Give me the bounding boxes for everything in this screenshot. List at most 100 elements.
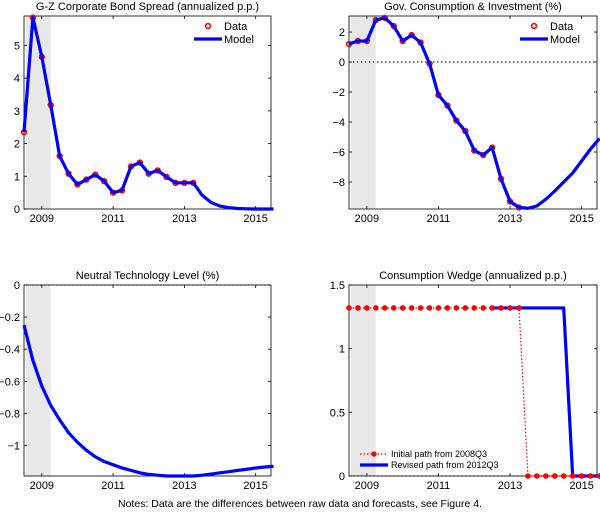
data-point [346,305,352,311]
data-point [399,305,406,311]
data-point [408,305,415,311]
data-point [426,305,433,311]
x-tick-label: 2015 [243,480,267,492]
series-group [22,324,274,478]
y-tick-label: 1.5 [330,280,345,292]
panel-4: Consumption Wedge (annualized p.p.) 2009 2… [330,270,600,492]
data-point [551,473,558,479]
legend-label: Revised path from 2012Q3 [391,460,499,470]
legend-label: Model [550,34,580,46]
x-tick-label: 2009 [30,480,54,492]
panel-title: Gov. Consumption & Investment (%) [384,1,562,13]
series-line-model [22,16,274,211]
series-line-model [22,324,274,478]
data-point [516,305,522,311]
data-point [596,473,600,479]
x-tick-label: 2013 [172,213,196,225]
y-tick-label: −0.8 [0,408,20,420]
y-tick-label: 2 [339,27,345,39]
y-tick-label: −8 [332,177,345,189]
y-tick-label: −0.4 [0,344,20,356]
x-tick-label: 2009 [30,213,54,225]
y-tick-label: 2 [14,139,20,151]
x-tick-label: 2015 [569,213,593,225]
series-group [345,14,600,211]
data-point [525,473,531,479]
legend-label: Model [224,34,254,46]
y-tick-label: 0 [14,204,20,216]
y-tick-label: −6 [332,147,345,159]
data-point [417,305,424,311]
legend-label: Data [224,21,248,33]
y-tick-label: 0 [339,57,345,69]
x-tick-label: 2013 [172,480,196,492]
y-tick-label: 4 [14,73,20,85]
x-tick-label: 2011 [101,480,125,492]
data-point [489,305,495,311]
panel-3: Neutral Technology Level (%) 2009 2011 2013… [0,270,274,492]
data-point [587,473,594,479]
series-line-revised-path-from-2012q3 [492,306,600,478]
recession-shade [350,16,376,209]
footnote: Notes: Data are the differences between … [117,498,482,510]
y-tick-label: 0 [339,471,345,483]
y-tick-label: 1 [14,171,20,183]
legend-marker-data [530,22,538,30]
y-tick-label: 1 [339,344,345,356]
x-tick-label: 2015 [569,480,593,492]
data-point [534,473,540,479]
y-tick-label: 5 [14,40,20,52]
data-point [390,305,397,311]
y-tick-label: −0.6 [0,376,20,388]
x-tick-label: 2013 [498,480,522,492]
axes-box [348,284,598,477]
panel-2: Gov. Consumption & Investment (%) 2009 201… [332,1,600,225]
legend-label: Data [550,21,574,33]
data-point [543,473,549,479]
series-line-initial-path-from-2008q3 [349,307,600,477]
recession-shade [350,285,376,476]
x-tick-label: 2011 [427,213,451,225]
data-point [560,473,567,479]
panel-1: G-Z Corporate Bond Spread (annualized p.… [14,1,274,225]
x-tick-label: 2013 [498,213,522,225]
series-line-model [348,16,600,210]
series-group [346,305,600,479]
y-tick-label: 3 [14,106,20,118]
series-group [20,14,274,211]
data-point [453,305,460,311]
panel-title: Consumption Wedge (annualized p.p.) [379,270,567,282]
data-point [462,305,469,311]
data-point [381,305,388,311]
legend-marker-data [204,22,212,30]
data-point [471,305,478,311]
x-tick-label: 2011 [101,213,125,225]
data-point [498,305,504,311]
y-tick-label: −1 [7,441,20,453]
legend-label: Initial path from 2008Q3 [391,449,487,459]
x-tick-label: 2009 [355,213,379,225]
data-point [578,473,585,479]
legend-marker-initial [371,451,377,457]
data-point [355,305,361,311]
y-tick-label: −2 [332,87,345,99]
y-tick-label: 0 [14,280,20,292]
x-tick-label: 2009 [355,480,379,492]
data-point [569,473,576,479]
data-point [373,305,379,311]
axes-box [23,284,272,477]
x-tick-label: 2011 [427,480,451,492]
x-tick-label: 2015 [243,213,267,225]
y-tick-label: −4 [332,117,345,129]
data-point [435,305,442,311]
axes-box [348,15,598,210]
data-point [444,305,451,311]
data-point [364,305,370,311]
panel-title: G-Z Corporate Bond Spread (annualized p.… [36,1,259,13]
y-tick-label: 0.5 [330,407,345,419]
panel-title: Neutral Technology Level (%) [76,270,219,282]
